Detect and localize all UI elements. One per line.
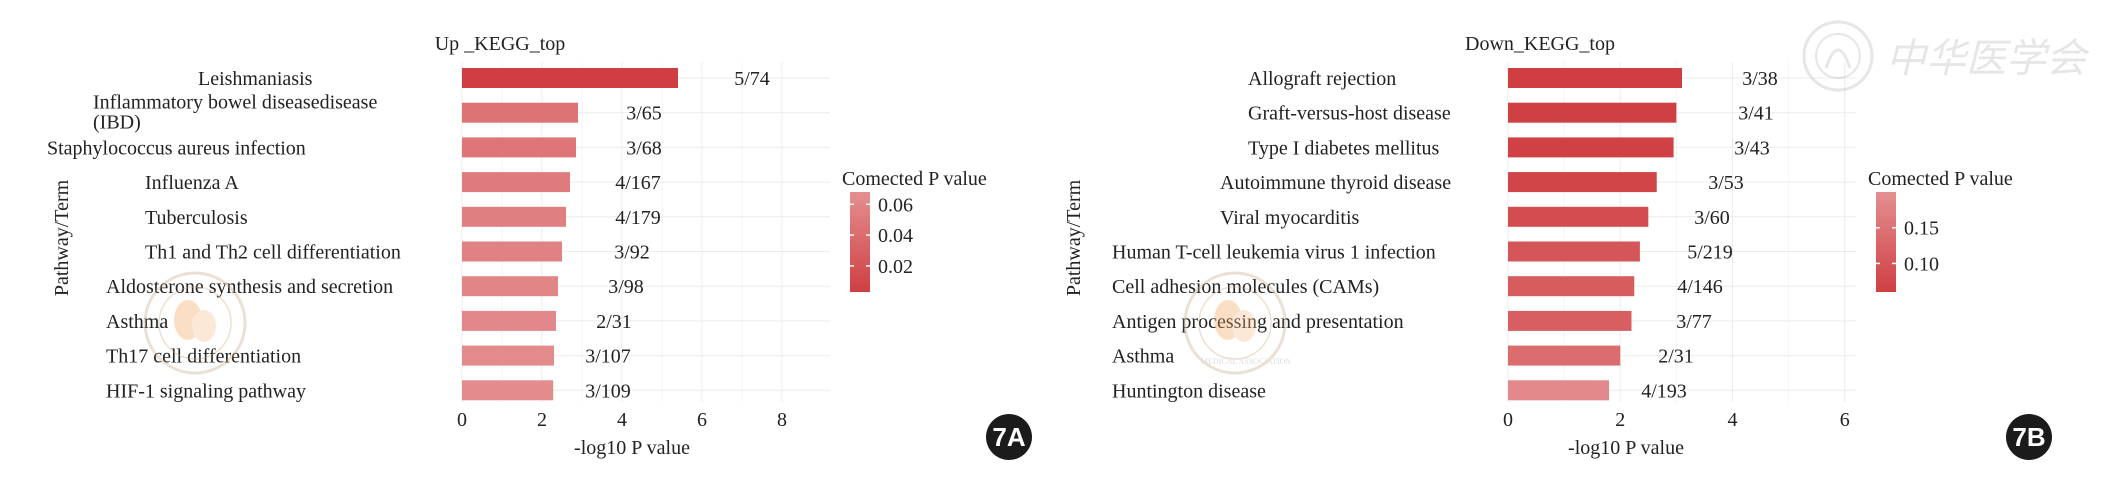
x-tick-label: 2 [537, 409, 547, 431]
panel-label-b: 7B [2006, 414, 2052, 460]
bar [462, 102, 578, 123]
value-label: 3/92 [614, 242, 650, 264]
category-label: Autoimmune thyroid disease [1220, 172, 1451, 194]
value-label: 3/65 [626, 103, 662, 125]
legend-tick-label: 0.02 [878, 256, 913, 278]
bar [1508, 206, 1649, 227]
category-label: Antigen processing and presentation [1112, 311, 1404, 333]
value-label: 3/109 [585, 380, 631, 402]
category-label: Aldosterone synthesis and secretion [106, 276, 393, 298]
legend-colorbar [850, 192, 870, 292]
legend-tick-label: 0.04 [878, 225, 913, 247]
bar [1508, 380, 1610, 401]
category-label: Huntington disease [1112, 380, 1266, 402]
x-tick-label: 0 [457, 409, 467, 431]
value-label: 3/107 [585, 346, 631, 368]
bar [462, 206, 566, 227]
bar [462, 276, 558, 297]
bar [462, 68, 678, 88]
x-axis-title: -log10 P value [1568, 437, 1684, 459]
category-label: Tuberculosis [145, 207, 248, 229]
watermark-seal-caption: MEDICAL ASSOCIATION [1201, 357, 1290, 366]
bar [1508, 241, 1640, 262]
category-label: Asthma [1112, 346, 1174, 368]
bar [1508, 68, 1682, 88]
value-label: 3/38 [1742, 68, 1778, 90]
x-axis-title: -log10 P value [574, 437, 690, 459]
category-label: Graft-versus-host disease [1248, 103, 1451, 125]
chart-title: Up _KEGG_top [435, 33, 566, 55]
bar [462, 380, 554, 401]
x-tick-label: 6 [697, 409, 707, 431]
value-label: 3/60 [1694, 207, 1730, 229]
category-label: Viral myocarditis [1220, 207, 1360, 229]
value-label: 2/31 [1658, 346, 1694, 368]
value-label: 3/41 [1738, 103, 1774, 125]
category-label: Cell adhesion molecules (CAMs) [1112, 276, 1379, 298]
value-label: 4/179 [615, 207, 661, 229]
category-label: Allograft rejection [1248, 68, 1396, 90]
category-label: Leishmaniasis [198, 68, 313, 90]
value-label: 5/219 [1687, 242, 1733, 264]
bar [1508, 276, 1635, 297]
value-label: 3/98 [608, 276, 644, 298]
chart-title: Down_KEGG_top [1465, 33, 1615, 55]
bar [462, 310, 556, 331]
category-label: Asthma [106, 311, 168, 333]
watermark-seal-icon [143, 271, 247, 375]
value-label: 4/146 [1677, 276, 1723, 298]
x-tick-label: 4 [617, 409, 627, 431]
legend-title: Comected P value [1868, 168, 2013, 190]
up-kegg-chart: Up _KEGG_top Leishmaniasis 5/74 Inflammator… [47, 33, 987, 459]
bar [462, 241, 562, 262]
category-label: Human T-cell leukemia virus 1 infection [1112, 242, 1436, 264]
bar [462, 172, 570, 193]
down-kegg-chart: Down_KEGG_top Allograft rejection 3/38 Graf… [1063, 33, 2013, 459]
watermark-logo-icon: 中华医学会 [1802, 20, 2090, 92]
category-label: Type I diabetes mellitus [1248, 137, 1440, 159]
value-label: 4/193 [1641, 380, 1687, 402]
watermark-logo-text: 中华医学会 [1886, 36, 2090, 81]
category-label: (IBD) [93, 112, 141, 134]
legend-title: Comected P value [842, 168, 987, 190]
value-label: 2/31 [596, 311, 632, 333]
bar [1508, 310, 1632, 331]
y-axis-title: Pathway/Term [1063, 179, 1085, 296]
value-label: 3/43 [1734, 137, 1770, 159]
bar [1508, 172, 1657, 193]
category-label: Staphylococcus aureus infection [47, 137, 306, 159]
legend-colorbar [1876, 192, 1896, 292]
bar [1508, 137, 1674, 158]
category-label: Inflammatory bowel diseasedisease [93, 92, 377, 114]
x-tick-label: 4 [1728, 409, 1738, 431]
x-tick-label: 8 [777, 409, 787, 431]
legend-tick-label: 0.10 [1904, 253, 1939, 275]
value-label: 4/167 [615, 172, 661, 194]
legend-tick-label: 0.06 [878, 194, 913, 216]
value-label: 3/68 [626, 137, 662, 159]
bar [1508, 345, 1621, 366]
panel-label-a: 7A [986, 414, 1032, 460]
category-label: Influenza A [145, 172, 239, 194]
y-axis-title: Pathway/Term [51, 179, 73, 296]
category-label: Th1 and Th2 cell differentiation [145, 242, 401, 264]
legend-tick-label: 0.15 [1904, 218, 1939, 240]
watermark-seal-icon: MEDICAL ASSOCIATION [1183, 271, 1290, 375]
x-tick-label: 6 [1840, 409, 1850, 431]
value-label: 3/53 [1708, 172, 1744, 194]
bar [462, 345, 554, 366]
chart-panel-up-kegg: Up _KEGG_top Leishmaniasis 5/74 Inflammator… [0, 0, 1040, 474]
x-tick-label: 2 [1615, 409, 1625, 431]
value-label: 3/77 [1676, 311, 1712, 333]
category-label: Th17 cell differentiation [106, 346, 301, 368]
bar [462, 137, 576, 158]
chart-panel-down-kegg: Down_KEGG_top Allograft rejection 3/38 Graf… [1040, 0, 2104, 474]
x-tick-label: 0 [1503, 409, 1513, 431]
category-label: HIF-1 signaling pathway [106, 380, 306, 402]
bar [1508, 102, 1677, 123]
value-label: 5/74 [734, 68, 770, 90]
